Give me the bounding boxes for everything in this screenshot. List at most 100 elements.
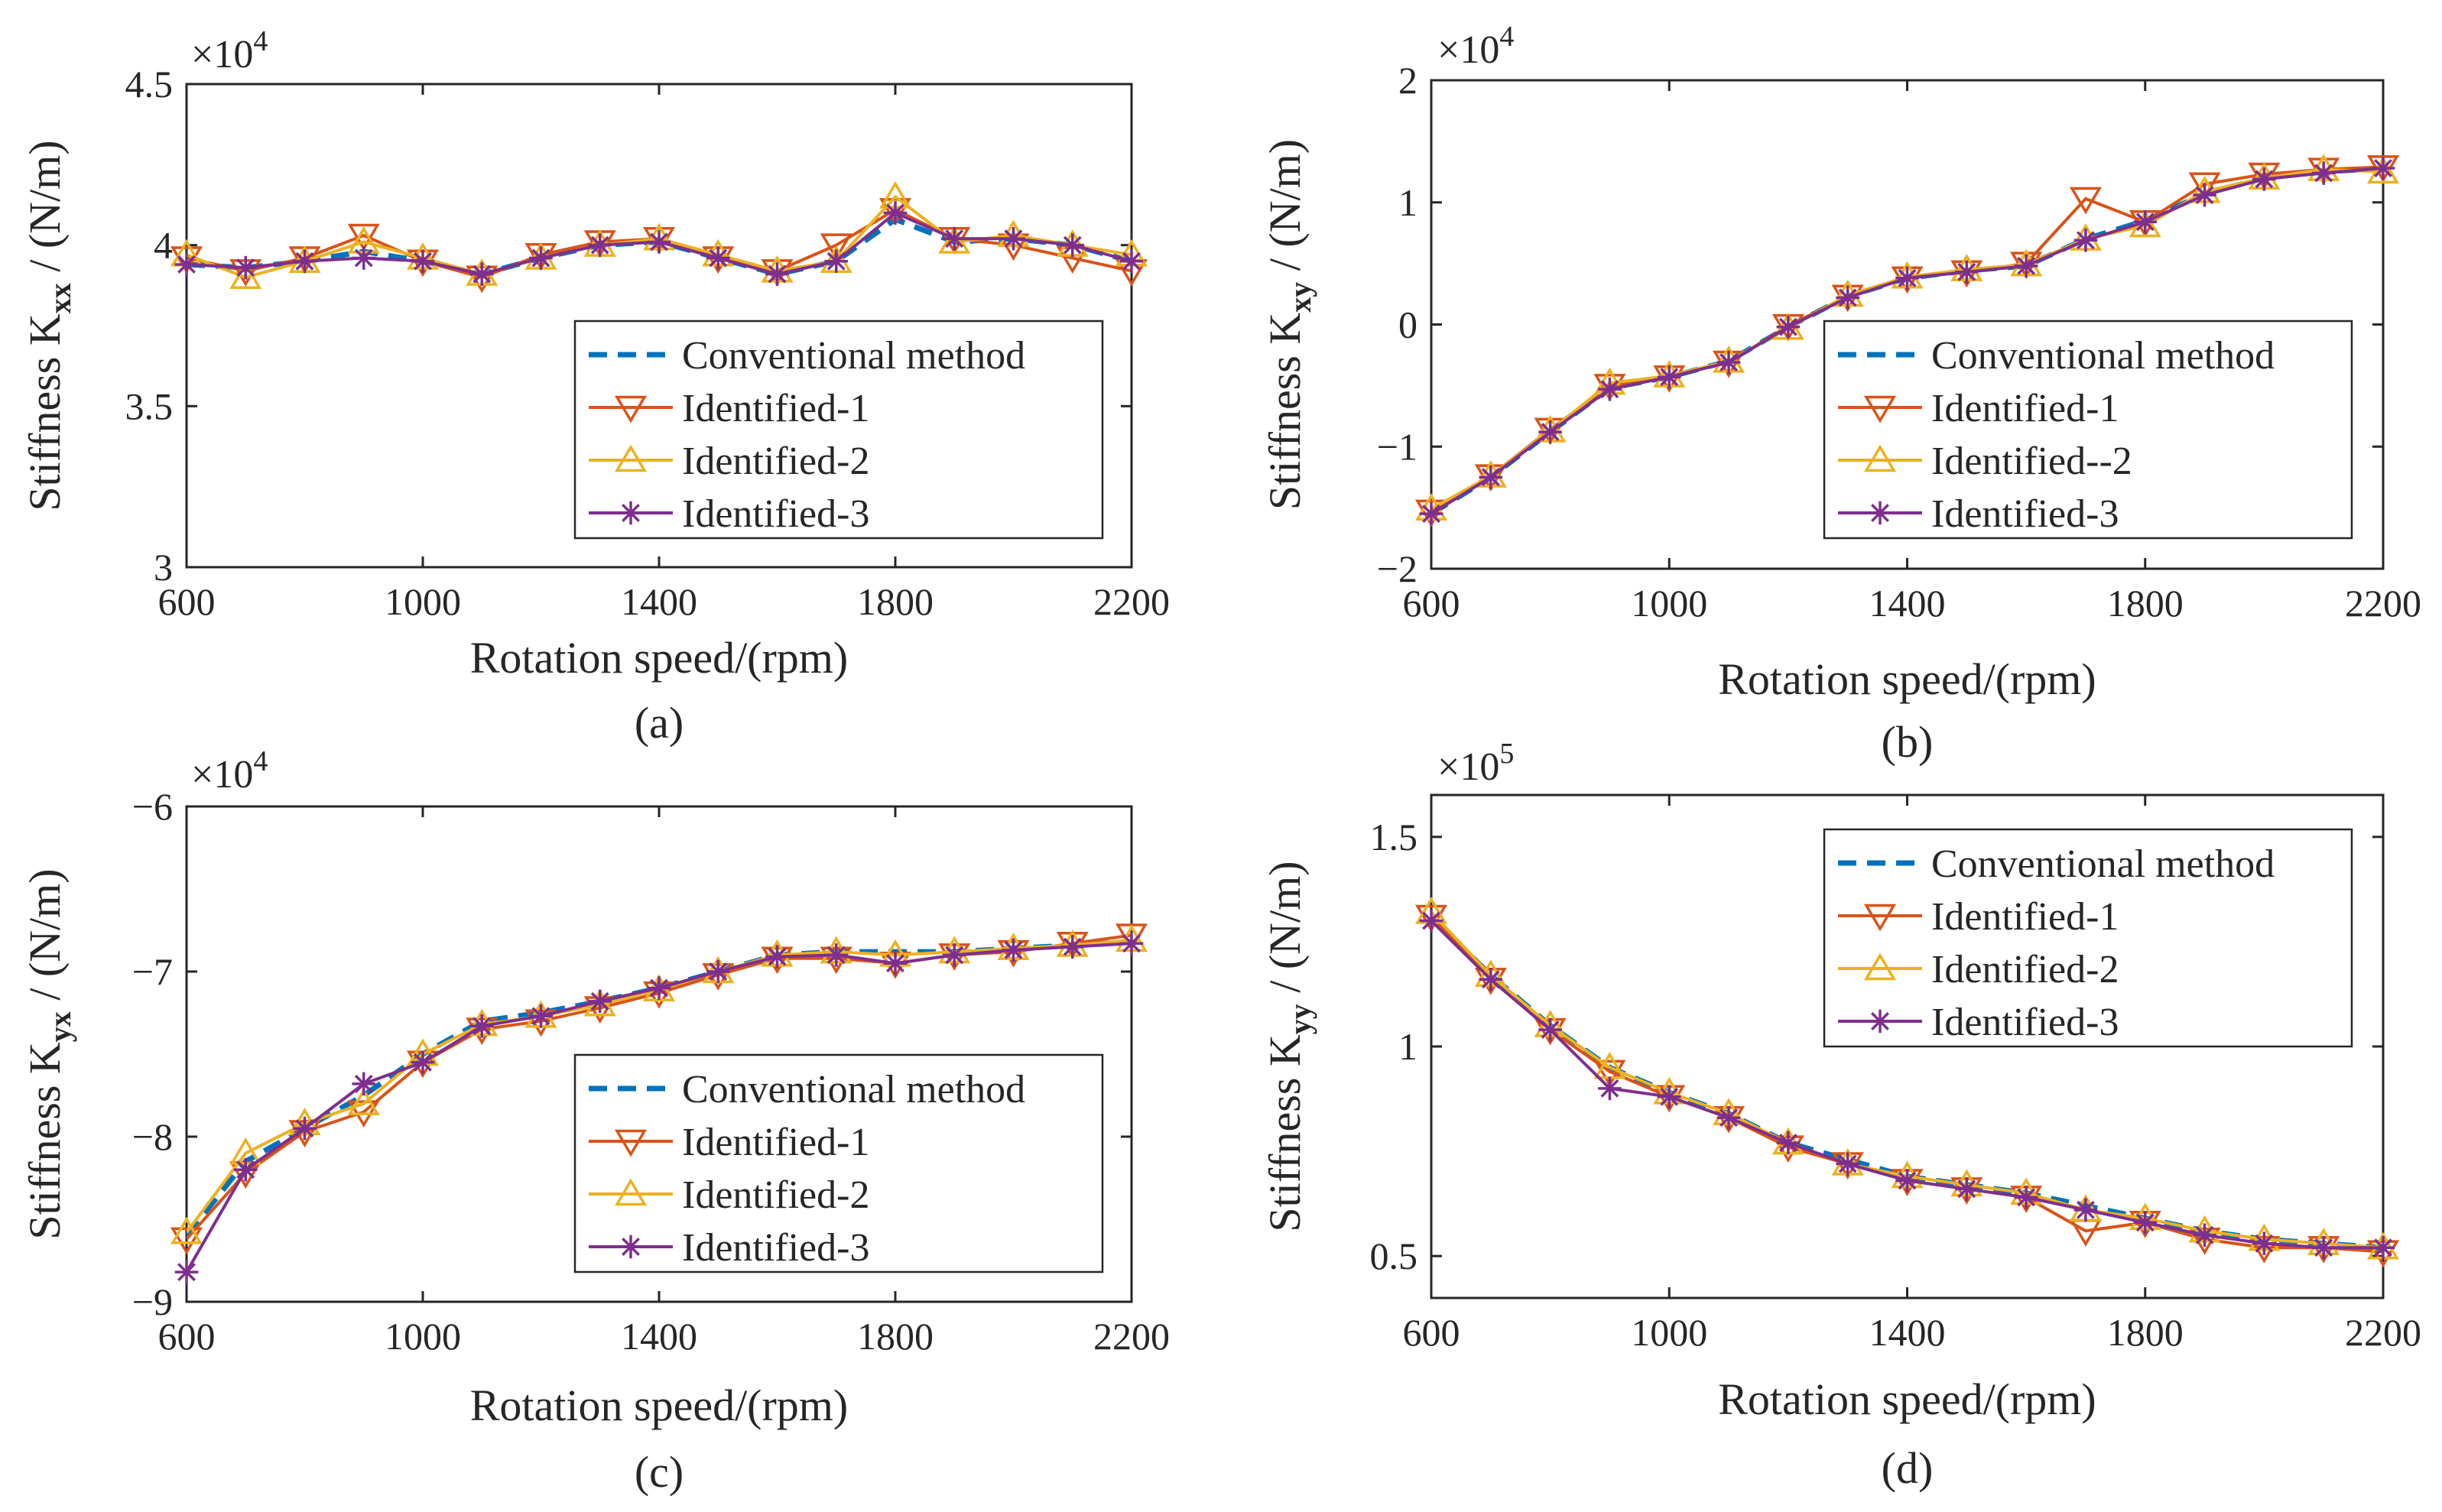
marker-asterisk [1002,938,1025,962]
series-1 [187,939,1132,1238]
legend-label: Conventional method [1931,842,2275,886]
marker-asterisk [824,249,849,274]
y-axis-title: Stiffness Kxy / (N/m) [1260,139,1317,510]
legend-label: Conventional method [682,334,1025,378]
marker-asterisk [1657,1085,1681,1109]
marker-asterisk [529,1004,553,1028]
legend-label: Identified-1 [1931,895,2119,939]
y-axis-title-unit: / (N/m) [20,868,70,1011]
marker-asterisk [1598,377,1622,401]
marker-triangle-up [2366,156,2400,184]
marker-asterisk [2133,210,2158,234]
chart-panel-c: 600 1000 1400 1800 2200 −9 −8 −7 −6 ×104 Rotation … [20,745,1170,1497]
marker-asterisk [1776,315,1801,339]
marker-asterisk [469,262,494,286]
marker-asterisk [883,951,908,975]
marker-asterisk [1419,501,1443,526]
x-tick-label: 2200 [2345,582,2421,625]
legend-item: Identified-1 [1838,895,2119,939]
marker-asterisk [942,943,966,967]
x-tick-label: 1400 [1869,1311,1946,1354]
y-axis-title: Stiffness Kyx / (N/m) [20,868,77,1239]
y-tick-label: −6 [132,785,173,828]
marker-triangle-up [614,1178,648,1206]
y-axis-title-subscript: xx [43,283,77,313]
marker-asterisk [2371,1235,2395,1260]
x-tick-label: 1000 [385,1315,461,1358]
axis-exponent: ×105 [1437,738,1514,789]
marker-asterisk [1868,501,1892,525]
marker-asterisk [1119,249,1144,274]
marker-asterisk [2193,183,2216,207]
y-axis-title-main: Stiffness K [1260,1034,1310,1231]
panel-caption: (b) [1882,717,1934,767]
marker-triangle-up [614,444,648,472]
legend: Conventional method Identified-1 Identifie… [573,320,1104,540]
y-tick-label: 3.5 [125,384,174,427]
y-tick-label: 4.5 [125,63,174,105]
legend-item: Identified-2 [1838,948,2119,991]
x-tick-label: 1000 [1631,1311,1707,1354]
series-4 [1419,156,2395,526]
x-tick-label: 2200 [2345,1311,2421,1354]
legend-label: Identified-1 [682,387,869,430]
legend-label: Identified-2 [1931,948,2119,991]
y-tick-label: −9 [132,1280,173,1323]
x-tick-label: 1000 [1631,582,1707,625]
marker-asterisk [2371,156,2395,180]
marker-asterisk [469,1014,494,1038]
marker-asterisk [824,943,849,967]
axis-exponent-power: 4 [253,745,268,777]
legend-label: Identified-2 [682,440,869,483]
legend-item: Identified-1 [589,387,869,430]
x-tick-label: 1000 [385,580,461,623]
x-tick-label: 600 [1403,582,1460,625]
marker-asterisk [411,1050,435,1075]
y-tick-label: 1 [1398,1025,1417,1068]
legend-item: Identified-1 [589,1121,869,1164]
marker-asterisk [352,246,376,270]
marker-asterisk [2311,1235,2336,1260]
legend: Conventional method Identified-1 Identifie… [573,1053,1104,1274]
x-tick-label: 1800 [2107,582,2184,625]
x-tick-label: 600 [158,1315,216,1358]
legend-item: Conventional method [589,1068,1025,1111]
x-tick-label: 1400 [1869,582,1946,625]
marker-asterisk [647,976,671,1000]
axis-exponent-base: ×10 [191,753,253,797]
x-tick-label: 600 [1403,1311,1460,1354]
marker-asterisk [647,230,671,254]
x-tick-label: 2200 [1093,1315,1170,1358]
marker-asterisk [942,226,966,251]
marker-asterisk [1479,967,1503,991]
marker-triangle-down [614,395,648,423]
legend-item: Identified--2 [1838,440,2132,483]
marker-triangle-up [1863,952,1897,981]
x-tick-label: 1800 [857,580,934,623]
marker-triangle-down [820,233,852,261]
legend-label: Conventional method [1931,334,2275,378]
marker-asterisk [1836,286,1859,310]
marker-asterisk [1538,1017,1562,1042]
axis-exponent-base: ×10 [191,33,253,76]
axis-exponent-power: 4 [253,25,268,57]
legend-item: Identified-3 [589,492,869,536]
panel-caption: (c) [635,1447,684,1497]
marker-asterisk [2133,1211,2158,1235]
marker-triangle-up [1863,444,1897,472]
marker-asterisk [1895,1169,1919,1192]
marker-asterisk [1598,1076,1622,1101]
marker-asterisk [2193,1223,2216,1248]
y-axis-title-subscript: yy [1283,1004,1317,1034]
marker-asterisk [619,1235,643,1259]
axis-exponent: ×104 [191,745,268,797]
legend-label: Identified-3 [1931,492,2119,536]
panel-caption: (a) [635,698,684,748]
y-axis-title-main: Stiffness K [20,1042,70,1239]
y-tick-label: −7 [132,950,173,993]
marker-triangle-down [614,1129,648,1157]
legend-item: Conventional method [1838,842,2275,886]
legend-label: Identified-2 [682,1173,869,1217]
marker-asterisk [1716,1105,1741,1130]
